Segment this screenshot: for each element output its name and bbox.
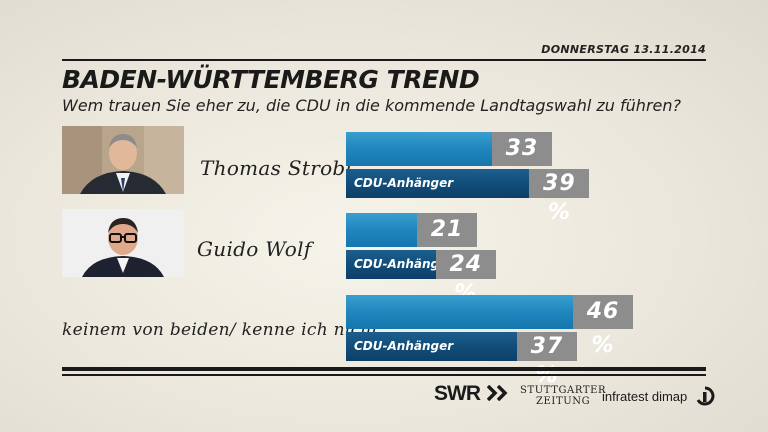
category-label: keinem von beiden/ kenne ich nicht bbox=[62, 320, 379, 340]
category-label: Guido Wolf bbox=[197, 237, 312, 261]
data-label: 33 % bbox=[491, 132, 552, 195]
candidate-photo-wolf bbox=[62, 209, 184, 277]
series-label: CDU-Anhänger bbox=[354, 176, 454, 190]
bottom-rule-2 bbox=[62, 374, 706, 376]
data-label: 46 % bbox=[573, 295, 634, 358]
page-subtitle: Wem trauen Sie eher zu, die CDU in die k… bbox=[62, 96, 681, 115]
dimap-icon bbox=[696, 386, 715, 406]
series-label: CDU-Anhänger bbox=[354, 339, 454, 353]
infratest-dimap-logo: infratest dimap bbox=[602, 386, 715, 406]
data-label: 39 % bbox=[529, 169, 590, 225]
bottom-rule-1 bbox=[62, 367, 706, 371]
stuttgarter-zeitung-logo: STUTTGARTER ZEITUNG bbox=[520, 385, 607, 407]
swr-logo: SWR bbox=[434, 382, 511, 406]
candidate-photo-strobl bbox=[62, 126, 184, 194]
date-label: DONNERSTAG 13.11.2014 bbox=[541, 43, 706, 56]
chevron-right-icon bbox=[486, 384, 508, 402]
category-label: Thomas Strobl bbox=[200, 156, 353, 180]
page-title: BADEN-WÜRTTEMBERG TREND bbox=[62, 65, 480, 94]
data-label: 37 % bbox=[516, 332, 577, 388]
data-label: 24 % bbox=[435, 250, 496, 306]
top-rule bbox=[62, 59, 706, 61]
series-label: CDU-Anhänger bbox=[354, 257, 454, 271]
data-label: 21 % bbox=[417, 213, 478, 276]
